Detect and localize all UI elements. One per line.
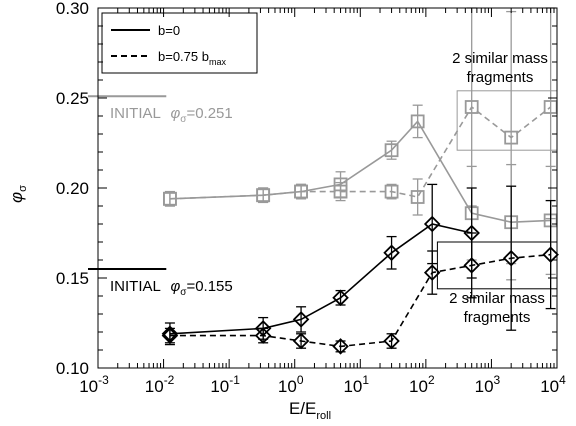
x-tick-label: 10-1	[210, 373, 240, 396]
x-tick-label: 103	[475, 373, 501, 396]
y-tick-label: 0.15	[56, 269, 89, 288]
data-point	[333, 184, 348, 199]
data-point	[292, 332, 310, 350]
y-axis-title: φσ	[7, 185, 29, 203]
data-point	[161, 327, 179, 344]
reference-lines	[88, 95, 167, 270]
data-point	[542, 246, 559, 263]
x-tick-label: 10-3	[79, 373, 109, 396]
fragments-label-gray-2: fragments	[467, 69, 534, 86]
data-point	[332, 338, 349, 355]
axes	[97, 7, 558, 369]
fragments-label-black: 2 similar mass	[449, 290, 545, 307]
fragments-box-1	[436, 241, 558, 290]
legend-box	[101, 12, 258, 74]
tick-labels: 10-3 10-2 10-1 100 101 102 103 104 0.10 0.15 0.20 0…	[56, 0, 566, 396]
data-point	[254, 327, 272, 344]
legend-label-solid: b=0	[158, 23, 180, 38]
data-point	[410, 114, 425, 129]
data-point	[256, 188, 271, 203]
data-point	[384, 184, 399, 199]
x-tick-label: 104	[540, 373, 566, 396]
y-tick-label: 0.10	[56, 359, 89, 378]
series-line	[169, 120, 551, 224]
data-point	[294, 184, 308, 199]
y-tick-label: 0.20	[56, 179, 89, 198]
series-gray-dashed	[163, 7, 558, 265]
fragments-label-black-2: fragments	[464, 309, 531, 326]
data-point	[464, 100, 479, 114]
series-black-dashed	[161, 185, 559, 355]
data-point	[384, 143, 399, 158]
data-point	[463, 257, 480, 274]
initial-label-black: INITIAL φσ=0.155	[110, 278, 233, 298]
initial-label-gray: INITIAL φσ=0.251	[110, 105, 233, 125]
x-tick-label: 100	[278, 373, 304, 396]
x-tick-label: 10-2	[145, 373, 175, 396]
y-tick-label: 0.30	[56, 0, 89, 18]
data-point	[383, 244, 400, 262]
series-layer	[161, 7, 559, 355]
x-tick-label: 101	[343, 373, 369, 396]
box-layer	[436, 90, 558, 290]
data-point	[423, 215, 441, 233]
x-tick-label: 102	[409, 373, 435, 396]
data-point	[163, 191, 177, 206]
legend: b=0 b=0.75 bmax	[101, 12, 258, 74]
data-point	[502, 249, 520, 267]
data-point	[410, 190, 425, 204]
data-point	[332, 289, 349, 307]
x-axis-title: E/Eroll	[289, 399, 331, 422]
fragments-label-gray: 2 similar mass	[452, 50, 548, 67]
data-point	[383, 332, 400, 350]
data-point	[292, 311, 310, 328]
series-black-solid	[161, 183, 480, 346]
legend-label-dashed: b=0.75 bmax	[158, 49, 226, 67]
y-tick-label: 0.25	[56, 89, 89, 108]
data-point	[423, 264, 441, 281]
data-point	[504, 130, 519, 145]
series-gray-solid	[163, 104, 558, 281]
